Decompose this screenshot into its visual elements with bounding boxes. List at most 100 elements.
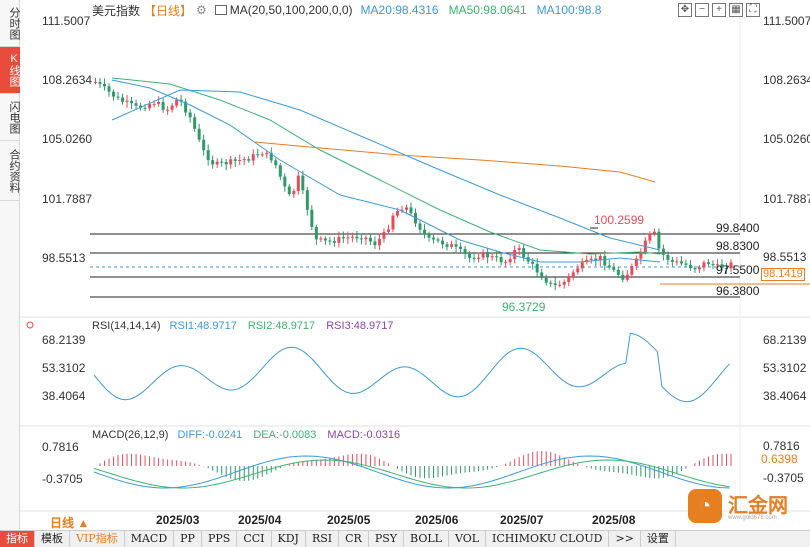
- candle-body: [720, 264, 724, 269]
- candle-body: [193, 117, 197, 129]
- candle-body: [341, 237, 345, 239]
- candle-body: [535, 263, 539, 273]
- candle-body: [589, 258, 593, 260]
- side-tab-1[interactable]: K线图: [0, 47, 20, 94]
- candle-body: [121, 97, 125, 102]
- indicator-tab-8[interactable]: RSI: [306, 531, 340, 547]
- macd-current-tag: 0.6398: [761, 452, 798, 466]
- candle-body: [427, 234, 431, 238]
- macd-dea-line: [93, 459, 730, 489]
- rsi-line: [93, 332, 730, 403]
- candle-body: [634, 258, 638, 267]
- candle-body: [558, 284, 562, 286]
- candle-body: [283, 176, 287, 187]
- price-axis-left-1: 108.2634: [42, 73, 93, 87]
- candle-body: [229, 159, 233, 165]
- ma-settings-icon[interactable]: [214, 5, 227, 15]
- candle-body: [202, 139, 206, 151]
- candle-body: [310, 209, 314, 227]
- candle-body: [684, 263, 688, 265]
- candle-body: [531, 261, 535, 264]
- side-tab-0[interactable]: 分时图: [0, 0, 20, 47]
- candle-body: [549, 282, 553, 284]
- candle-body: [224, 162, 228, 165]
- kline-chart-svg[interactable]: [20, 0, 810, 530]
- move-icon[interactable]: ✥: [678, 3, 692, 17]
- indicator-tab-2[interactable]: VIP指标: [70, 531, 125, 547]
- indicator-tab-4[interactable]: PP: [174, 531, 202, 547]
- indicator-tab-10[interactable]: PSY: [369, 531, 405, 547]
- indicator-tab-5[interactable]: PPS: [202, 531, 238, 547]
- candle-body: [377, 238, 381, 246]
- candle-body: [350, 236, 354, 238]
- fullscreen-icon[interactable]: ⛶: [746, 3, 760, 17]
- candle-body: [238, 160, 242, 162]
- candle-body: [233, 159, 237, 161]
- indicator-tab-7[interactable]: KDJ: [272, 531, 306, 547]
- candle-body: [553, 283, 557, 286]
- side-tab-3[interactable]: 合约资料: [0, 141, 20, 201]
- candle-body: [729, 262, 733, 269]
- logo-text: 汇金网: [728, 495, 788, 517]
- candle-body: [287, 186, 291, 195]
- candle-body: [715, 264, 719, 266]
- indicator-tab-12[interactable]: VOL: [449, 531, 487, 547]
- candle-body: [188, 112, 192, 118]
- candle-body: [580, 262, 584, 269]
- candle-body: [125, 100, 129, 102]
- indicator-tab-0[interactable]: 指标: [0, 531, 35, 547]
- side-tab-2[interactable]: 闪电图: [0, 94, 20, 141]
- gear-icon[interactable]: ⚙: [196, 3, 207, 17]
- indicator-tab-13[interactable]: ICHIMOKU CLOUD: [486, 531, 610, 547]
- candle-body: [98, 81, 102, 84]
- candle-body: [432, 237, 436, 240]
- zoom-out-icon[interactable]: −: [695, 3, 709, 17]
- candle-body: [693, 268, 697, 270]
- candle-body: [499, 257, 503, 263]
- chart-area[interactable]: 美元指数 【日线】 ⚙ MA(20,50,100,200,0,0) MA20:9…: [20, 0, 810, 530]
- candle-body: [616, 269, 620, 275]
- brand-logo: ◔ 汇金网 www.gold678.com: [688, 487, 798, 527]
- period-label[interactable]: 【日线】: [144, 3, 193, 18]
- candle-body: [598, 256, 602, 261]
- date-label-1: 2025/04: [238, 513, 282, 527]
- candle-body: [607, 265, 611, 268]
- candle-body: [724, 268, 728, 270]
- ma50-value: MA50:98.0641: [448, 3, 527, 17]
- candle-body: [265, 152, 269, 155]
- indicator-tab-3[interactable]: MACD: [125, 531, 175, 547]
- indicator-tab-15[interactable]: 设置: [641, 531, 676, 547]
- candle-body: [621, 274, 625, 280]
- candle-body: [346, 237, 350, 239]
- ma20-line: [111, 79, 661, 263]
- candle-body: [404, 207, 408, 210]
- logo-url: www.gold678.com: [728, 515, 777, 521]
- candle-body: [418, 223, 422, 230]
- indicator-tab-14[interactable]: >>: [609, 531, 641, 547]
- indicator-tab-1[interactable]: 模板: [35, 531, 70, 547]
- candle-body: [436, 239, 440, 241]
- candle-body: [441, 240, 445, 245]
- indicator-tab-bar: 指标 模板 VIP指标 MACD PP PPS CCI KDJ RSI CR PSY BOLL VOL I…: [0, 530, 810, 547]
- indicator-tab-9[interactable]: CR: [339, 531, 369, 547]
- indicator-tab-11[interactable]: BOLL: [404, 531, 449, 547]
- candle-body: [486, 252, 490, 258]
- price-axis-left-3: 101.7887: [42, 192, 93, 206]
- rsi-axis-right-2: 38.4064: [763, 389, 807, 403]
- candle-body: [256, 154, 260, 156]
- rsi1-value: RSI1:48.9717: [169, 320, 237, 332]
- current-price-tag: 98.1419: [761, 268, 805, 281]
- candle-body: [220, 161, 224, 163]
- candle-body: [296, 175, 300, 191]
- indicator-tab-6[interactable]: CCI: [237, 531, 272, 547]
- candle-body: [639, 252, 643, 259]
- period-selector[interactable]: 日线 ▲: [50, 516, 90, 530]
- candle-body: [495, 256, 499, 258]
- zoom-in-icon[interactable]: +: [712, 3, 726, 17]
- candle-body: [94, 81, 97, 83]
- candle-body: [355, 236, 359, 239]
- candle-body: [594, 258, 598, 261]
- grid-icon[interactable]: ▦: [729, 3, 743, 17]
- candle-body: [251, 154, 255, 161]
- candle-body: [562, 281, 566, 285]
